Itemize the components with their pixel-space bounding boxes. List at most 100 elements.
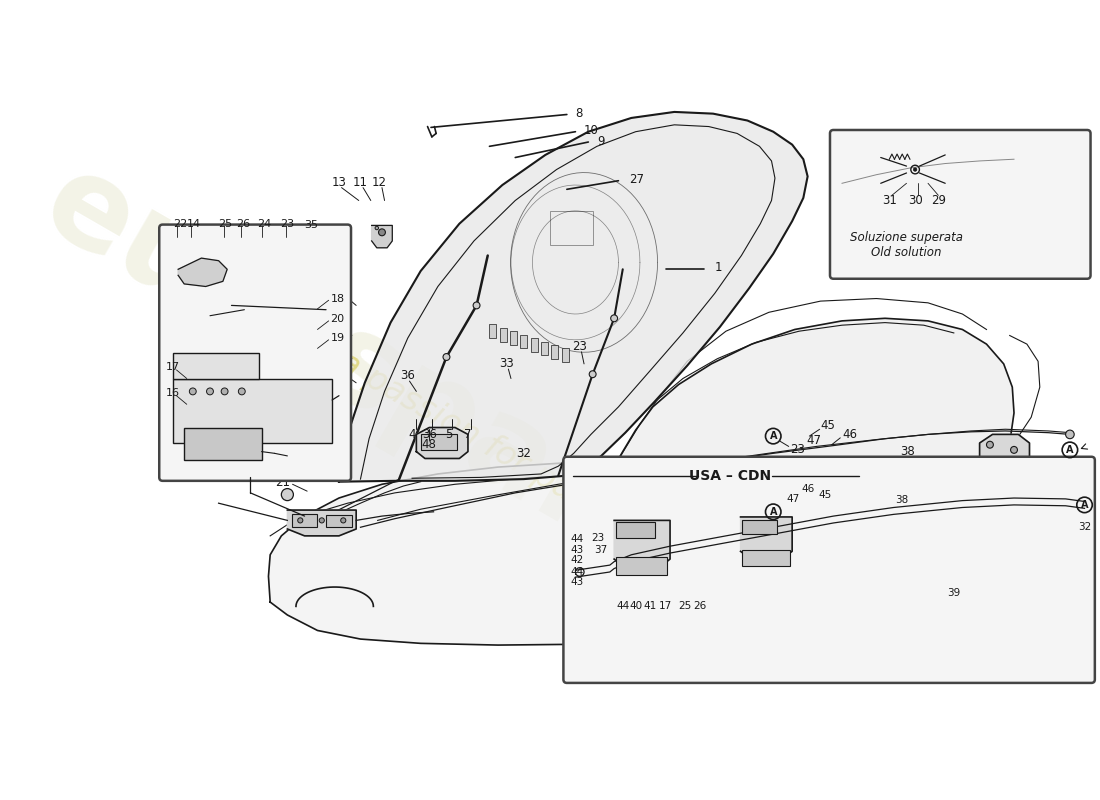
Text: a passion for parts since 1985: a passion for parts since 1985 — [332, 346, 784, 626]
Circle shape — [319, 518, 324, 523]
Text: 25: 25 — [678, 602, 691, 611]
Circle shape — [446, 442, 451, 447]
Bar — [742, 550, 790, 566]
Bar — [184, 427, 262, 460]
Text: 24: 24 — [257, 218, 272, 229]
Text: 28: 28 — [273, 445, 287, 458]
Text: 31: 31 — [882, 194, 896, 207]
Text: 36: 36 — [421, 428, 437, 441]
Text: 23: 23 — [572, 340, 587, 353]
Bar — [499, 328, 507, 342]
Circle shape — [207, 388, 213, 395]
Text: A: A — [770, 506, 777, 517]
Text: 3: 3 — [329, 340, 337, 353]
Text: 44: 44 — [571, 567, 584, 577]
Text: 15: 15 — [282, 460, 296, 473]
Text: 17: 17 — [166, 362, 180, 372]
Text: 5: 5 — [446, 428, 453, 441]
Polygon shape — [417, 427, 467, 458]
Text: 19: 19 — [330, 333, 344, 343]
Text: 2: 2 — [334, 286, 342, 299]
Bar — [616, 522, 654, 538]
Text: 39: 39 — [947, 589, 960, 598]
Bar — [616, 558, 668, 574]
Text: 13: 13 — [331, 176, 346, 189]
Bar — [292, 514, 318, 527]
Text: 35: 35 — [305, 221, 319, 230]
Polygon shape — [287, 510, 356, 536]
Text: 43: 43 — [571, 545, 584, 554]
Text: USA – CDN: USA – CDN — [690, 469, 771, 482]
Text: 25: 25 — [219, 218, 233, 229]
Text: 33: 33 — [499, 358, 514, 370]
Bar — [541, 342, 548, 355]
Circle shape — [239, 388, 245, 395]
Bar — [173, 353, 258, 378]
Text: 45: 45 — [818, 490, 832, 499]
FancyBboxPatch shape — [830, 130, 1090, 278]
Text: 37: 37 — [594, 546, 607, 555]
Polygon shape — [740, 517, 792, 562]
Text: 27: 27 — [629, 173, 644, 186]
Polygon shape — [339, 112, 807, 482]
Bar — [326, 515, 352, 527]
Circle shape — [987, 442, 993, 448]
Circle shape — [473, 302, 480, 309]
FancyBboxPatch shape — [563, 457, 1094, 683]
Bar — [173, 378, 332, 443]
Text: 11: 11 — [353, 176, 369, 189]
Bar — [551, 345, 559, 358]
Text: 45: 45 — [821, 419, 835, 432]
Text: 34: 34 — [321, 316, 337, 329]
Text: 1: 1 — [715, 261, 723, 274]
Polygon shape — [372, 226, 393, 248]
Text: 12: 12 — [372, 176, 387, 189]
Text: 8: 8 — [575, 107, 583, 120]
Text: 14: 14 — [187, 218, 201, 229]
Text: 48: 48 — [421, 438, 437, 451]
Text: 32: 32 — [516, 447, 531, 460]
Circle shape — [433, 437, 439, 442]
Bar — [510, 331, 517, 345]
Text: 38: 38 — [895, 494, 909, 505]
Text: A: A — [770, 431, 777, 441]
Text: 41: 41 — [644, 602, 657, 611]
Text: 4: 4 — [408, 428, 416, 441]
Circle shape — [454, 435, 460, 441]
Text: 20: 20 — [330, 314, 344, 324]
Text: 18: 18 — [330, 294, 344, 303]
Bar — [742, 520, 777, 534]
Circle shape — [189, 388, 196, 395]
Text: 10: 10 — [584, 124, 598, 138]
Text: 43: 43 — [571, 578, 584, 587]
Text: 47: 47 — [786, 494, 800, 504]
Text: 38: 38 — [901, 445, 915, 458]
Circle shape — [424, 430, 428, 435]
Text: 42: 42 — [571, 555, 584, 565]
Circle shape — [375, 226, 378, 230]
Circle shape — [1066, 430, 1075, 438]
Polygon shape — [614, 520, 670, 570]
Bar — [562, 349, 569, 362]
Text: 30: 30 — [908, 194, 923, 207]
Text: 40: 40 — [629, 602, 642, 611]
Circle shape — [378, 229, 385, 236]
Text: 46: 46 — [842, 428, 857, 441]
Text: 46: 46 — [801, 483, 814, 494]
Polygon shape — [980, 434, 1030, 467]
Text: 22: 22 — [173, 218, 187, 229]
Circle shape — [913, 168, 916, 171]
Circle shape — [282, 489, 294, 501]
Circle shape — [221, 388, 228, 395]
Text: 44: 44 — [616, 602, 629, 611]
Text: 16: 16 — [166, 388, 180, 398]
Bar — [520, 334, 527, 349]
Text: 23: 23 — [591, 533, 604, 542]
Text: A: A — [1066, 445, 1074, 455]
Text: 29: 29 — [931, 194, 946, 207]
Text: 21: 21 — [275, 476, 290, 489]
Circle shape — [590, 370, 596, 378]
Text: 26: 26 — [693, 602, 707, 611]
Bar — [550, 211, 593, 246]
Text: 36: 36 — [400, 370, 415, 382]
